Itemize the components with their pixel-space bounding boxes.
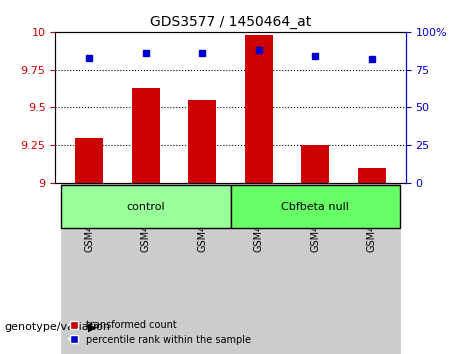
Title: GDS3577 / 1450464_at: GDS3577 / 1450464_at	[150, 16, 311, 29]
Text: genotype/variation: genotype/variation	[5, 322, 111, 332]
Bar	[118, 183, 174, 354]
Legend: transformed count, percentile rank within the sample: transformed count, percentile rank withi…	[65, 316, 255, 349]
Bar	[75, 138, 103, 183]
FancyBboxPatch shape	[230, 185, 400, 228]
FancyBboxPatch shape	[61, 185, 230, 228]
Text: Cbfbeta null: Cbfbeta null	[281, 201, 349, 211]
Bar	[301, 145, 330, 183]
Bar	[174, 183, 230, 354]
Bar	[245, 35, 273, 183]
Bar	[287, 183, 343, 354]
Bar	[358, 168, 386, 183]
Text: control: control	[126, 201, 165, 211]
Bar	[230, 183, 287, 354]
Bar	[188, 100, 216, 183]
Bar	[131, 88, 160, 183]
Bar	[343, 183, 400, 354]
Text: ▶: ▶	[88, 322, 96, 332]
Bar	[61, 183, 118, 354]
